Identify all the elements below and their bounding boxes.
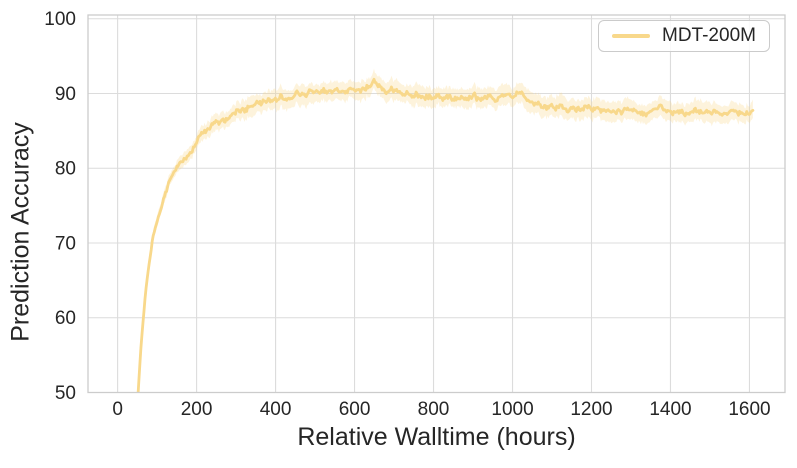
y-tick-labels: 50 60 70 80 90 100 bbox=[44, 9, 76, 404]
svg-text:0: 0 bbox=[112, 399, 123, 420]
svg-text:70: 70 bbox=[55, 233, 76, 254]
svg-text:1400: 1400 bbox=[649, 399, 691, 420]
svg-text:400: 400 bbox=[260, 399, 292, 420]
svg-text:600: 600 bbox=[339, 399, 371, 420]
svg-text:800: 800 bbox=[418, 399, 450, 420]
svg-text:90: 90 bbox=[55, 84, 76, 105]
svg-text:60: 60 bbox=[55, 308, 76, 329]
svg-text:1000: 1000 bbox=[491, 399, 533, 420]
svg-text:100: 100 bbox=[44, 9, 76, 30]
x-axis-label: Relative Walltime (hours) bbox=[297, 423, 576, 451]
svg-text:200: 200 bbox=[181, 399, 213, 420]
plot-border bbox=[87, 14, 786, 394]
svg-text:80: 80 bbox=[55, 159, 76, 180]
series-line-mdt-200m bbox=[136, 77, 755, 393]
x-tick-labels: 0 200 400 600 800 1000 1200 1400 1600 bbox=[112, 399, 770, 420]
svg-text:50: 50 bbox=[55, 383, 76, 404]
legend: MDT-200M bbox=[598, 20, 770, 52]
svg-text:1200: 1200 bbox=[570, 399, 612, 420]
svg-text:1600: 1600 bbox=[728, 399, 770, 420]
grid-lines bbox=[88, 15, 785, 394]
confidence-band bbox=[137, 68, 753, 393]
y-axis-label: Prediction Accuracy bbox=[6, 122, 35, 342]
legend-line-swatch bbox=[612, 34, 650, 38]
legend-label: MDT-200M bbox=[662, 25, 756, 46]
